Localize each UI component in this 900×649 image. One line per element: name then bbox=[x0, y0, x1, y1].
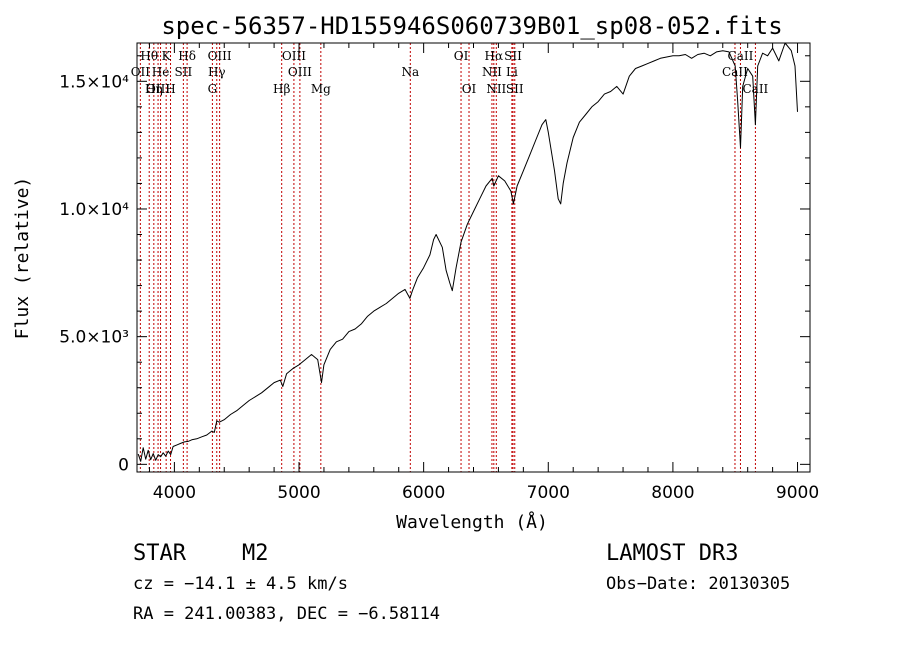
x-tick-label: 6000 bbox=[402, 483, 445, 503]
y-tick-label: 1.0×10⁴ bbox=[59, 200, 129, 220]
y-tick-label: 1.5×10⁴ bbox=[59, 72, 129, 92]
spectral-line-label: Mg bbox=[311, 82, 331, 96]
plot-frame bbox=[136, 42, 811, 473]
spectral-line-label: NII bbox=[486, 82, 506, 96]
x-axis-title: Wavelength (Å) bbox=[396, 511, 548, 533]
x-tick-label: 8000 bbox=[651, 483, 694, 503]
x-tick-label: 9000 bbox=[776, 483, 819, 503]
spectral-line-label: H bbox=[165, 82, 175, 96]
spectral-line-label: OI bbox=[462, 82, 477, 96]
spectral-line-label: OII bbox=[131, 65, 151, 79]
spectral-line-label: Hη bbox=[145, 82, 163, 96]
spectral-line-label: SII bbox=[506, 82, 524, 96]
spectral-line-label: OIII bbox=[208, 49, 232, 63]
spectral-line-markers bbox=[139, 43, 756, 472]
spectral-line-label: CaII bbox=[722, 65, 748, 79]
spectral-line-label: Hδ bbox=[178, 49, 196, 63]
spectral-line-label: Hγ bbox=[208, 65, 226, 79]
y-tick-label: 0 bbox=[118, 455, 129, 475]
y-axis: 0 5.0×10³ 1.0×10⁴ 1.5×10⁴ bbox=[59, 55, 810, 475]
spectral-line-label: He bbox=[152, 65, 170, 79]
spectral-line-label: OIII bbox=[288, 65, 312, 79]
redshift-info: cz = −14.1 ± 4.5 km/s bbox=[133, 574, 348, 594]
x-tick-label: 4000 bbox=[153, 483, 196, 503]
x-tick-label: 5000 bbox=[277, 483, 320, 503]
y-tick-label: 5.0×10³ bbox=[59, 328, 129, 348]
spectral-line-label: Hβ bbox=[273, 82, 290, 96]
spectral-line-label: OI bbox=[454, 49, 469, 63]
coordinates: RA = 241.00383, DEC = −6.58114 bbox=[133, 604, 440, 624]
spectral-line-label: G bbox=[208, 82, 218, 96]
spectral-line-label: SII bbox=[504, 49, 522, 63]
x-tick-label: 7000 bbox=[527, 483, 570, 503]
chart-title: spec-56357-HD155946S060739B01_sp08-052.f… bbox=[161, 12, 782, 40]
spectral-line-label: CaII bbox=[742, 82, 768, 96]
survey-name: LAMOST DR3 bbox=[606, 541, 738, 566]
spectral-line-label: OIII bbox=[146, 82, 170, 96]
spectral-line-label: OIII bbox=[282, 49, 306, 63]
object-class: STAR bbox=[133, 541, 187, 566]
y-axis-title: Flux (relative) bbox=[12, 177, 33, 340]
obs-date: Obs−Date: 20130305 bbox=[606, 574, 790, 594]
spectral-line-label: Li bbox=[506, 65, 518, 79]
subclass: M2 bbox=[242, 541, 269, 566]
spectrum-series bbox=[137, 42, 798, 462]
spectral-line-label: Hθ bbox=[140, 49, 158, 63]
spectral-line-label: K bbox=[162, 49, 172, 63]
x-axis: 4000 5000 6000 7000 8000 9000 bbox=[148, 43, 819, 503]
spectral-line-label: Na bbox=[401, 65, 419, 79]
spectral-line-label: NII bbox=[482, 65, 502, 79]
spectral-line-label: Hα bbox=[485, 49, 504, 63]
spectrum-line bbox=[137, 42, 798, 462]
spectral-line-label: CaII bbox=[728, 49, 754, 63]
spectral-line-label: SII bbox=[175, 65, 193, 79]
